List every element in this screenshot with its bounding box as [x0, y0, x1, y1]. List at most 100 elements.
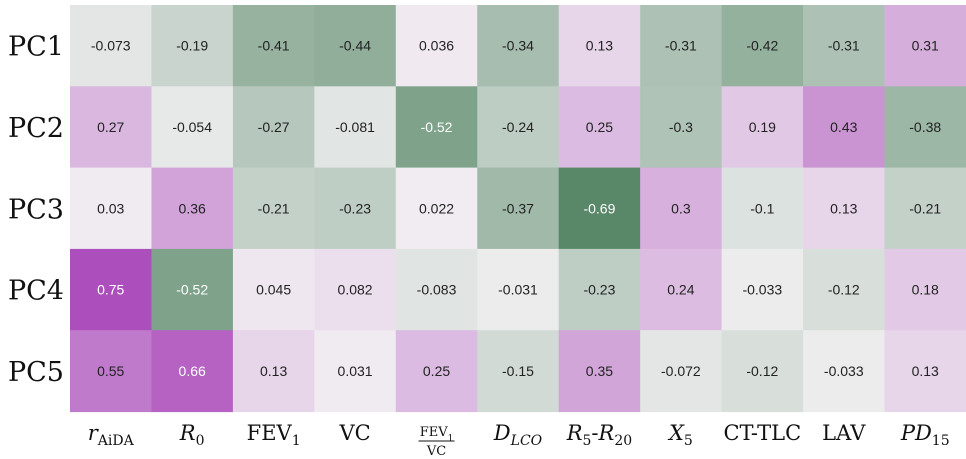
- heatmap-cell-pc5-dlco: [477, 330, 560, 413]
- heatmap-cell-pc3-vc: [314, 167, 397, 250]
- heatmap-cell-pc5-ct-tlc: [721, 330, 804, 413]
- row-labels: PC1 PC2 PC3 PC4 PC5: [8, 32, 64, 388]
- column-label-raida: rAiDA: [88, 421, 135, 449]
- column-label-dlco: DLCO: [493, 421, 543, 449]
- heatmap-cell-pc5-fev1-vc: [395, 330, 478, 413]
- cell-value-label: 0.24: [667, 282, 694, 298]
- cell-value-label: 0.082: [338, 282, 373, 298]
- heatmap-cell-pc4-lav: [803, 248, 886, 331]
- cell-value-label: 0.13: [586, 38, 613, 54]
- heatmap-cell-pc4-fev1: [232, 248, 315, 331]
- cell-value-label: 0.36: [179, 200, 206, 216]
- cell-value-label: -0.52: [421, 119, 453, 135]
- heatmap-cell-pc5-lav: [803, 330, 886, 413]
- heatmap-cell-pc4-fev1-vc: [395, 248, 478, 331]
- cell-value-label: 0.03: [97, 200, 124, 216]
- cell-value-label: -0.072: [661, 363, 701, 379]
- cell-value-label: -0.69: [583, 200, 615, 216]
- column-label-ct-tlc: CT-TLC: [723, 421, 801, 445]
- heatmap-cell-pc1-dlco: [477, 5, 560, 87]
- heatmap-cell-pc5-x5: [640, 330, 723, 413]
- cell-value-label: 0.25: [586, 119, 613, 135]
- cell-value-label: -0.19: [176, 38, 208, 54]
- cell-value-label: -0.52: [176, 282, 208, 298]
- column-label-vc: VC: [338, 421, 370, 445]
- heatmap-cell-pc1-r5-r20: [558, 5, 641, 87]
- row-label-pc2: PC2: [8, 113, 64, 144]
- cell-value-label: 0.43: [830, 119, 857, 135]
- heatmap-cell-pc5-fev1: [232, 330, 315, 413]
- cell-value-label: 0.75: [97, 282, 124, 298]
- heatmap-cell-pc2-lav: [803, 86, 886, 169]
- column-label-pd15: PD15: [900, 421, 950, 449]
- cell-value-label: 0.25: [423, 363, 450, 379]
- heatmap-cell-pc3-fev1: [232, 167, 315, 250]
- heatmap-cell-pc5-pd15: [884, 330, 966, 413]
- cell-value-label: -0.31: [828, 38, 860, 54]
- cell-value-label: 0.18: [912, 282, 939, 298]
- cell-value-label: -0.033: [742, 282, 782, 298]
- heatmap-cell-pc1-pd15: [884, 5, 966, 87]
- heatmap-cell-pc4-dlco: [477, 248, 560, 331]
- column-label-fev1: FEV1: [247, 421, 301, 449]
- cell-value-label: 0.66: [179, 363, 206, 379]
- column-label-lav: LAV: [822, 421, 866, 445]
- cell-value-label: -0.031: [498, 282, 538, 298]
- cell-value-label: -0.081: [335, 119, 375, 135]
- heatmap-cell-pc2-fev1: [232, 86, 315, 169]
- cell-value-label: 0.045: [256, 282, 291, 298]
- heatmap-cell-pc4-vc: [314, 248, 397, 331]
- heatmap-cell-pc4-x5: [640, 248, 723, 331]
- heatmap-cell-pc1-r0: [151, 5, 234, 87]
- cell-value-label: 0.31: [912, 38, 939, 54]
- heatmap-cell-pc2-x5: [640, 86, 723, 169]
- cell-value-label: -0.033: [824, 363, 864, 379]
- row-label-pc4: PC4: [8, 276, 64, 307]
- cell-value-label: -0.12: [746, 363, 778, 379]
- cell-value-label: -0.21: [258, 200, 290, 216]
- heatmap-cell-pc4-raida: [70, 248, 153, 331]
- cell-value-label: -0.083: [417, 282, 457, 298]
- cell-value-label: 0.13: [912, 363, 939, 379]
- heatmap-cell-pc1-vc: [314, 5, 397, 87]
- heatmap-cell-pc3-x5: [640, 167, 723, 250]
- column-label-numerator: FEV1: [420, 425, 454, 444]
- cell-value-label: 0.036: [419, 38, 454, 54]
- cell-value-label: 0.19: [749, 119, 776, 135]
- heatmap-cell-pc3-fev1-vc: [395, 167, 478, 250]
- row-label-pc1: PC1: [8, 32, 64, 63]
- heatmap-cell-pc1-raida: [70, 5, 153, 87]
- cell-value-label: -0.44: [339, 38, 371, 54]
- cell-value-label: 0.3: [671, 200, 691, 216]
- heatmap-cell-pc3-r0: [151, 167, 234, 250]
- cell-value-label: 0.031: [338, 363, 373, 379]
- heatmap-cell-pc2-ct-tlc: [721, 86, 804, 169]
- cell-value-label: -0.24: [502, 119, 534, 135]
- heatmap-cell-pc1-fev1-vc: [395, 5, 478, 87]
- heatmap-cell-pc4-r5-r20: [558, 248, 641, 331]
- cell-value-label: 0.35: [586, 363, 613, 379]
- cell-value-label: -0.37: [502, 200, 534, 216]
- cell-value-label: -0.34: [502, 38, 534, 54]
- cell-value-label: 0.13: [260, 363, 287, 379]
- heatmap-cell-pc3-pd15: [884, 167, 966, 250]
- cell-value-label: 0.27: [97, 119, 124, 135]
- heatmap-cell-pc2-raida: [70, 86, 153, 169]
- column-label-x5: X5: [667, 421, 693, 449]
- heatmap-cell-pc2-vc: [314, 86, 397, 169]
- heatmap-cell-pc1-ct-tlc: [721, 5, 804, 87]
- column-label-r0: R0: [179, 421, 205, 449]
- heatmap-cell-pc3-lav: [803, 167, 886, 250]
- heatmap-cell-pc3-raida: [70, 167, 153, 250]
- cell-value-label: 0.022: [419, 200, 454, 216]
- column-label-r5-r20: R5-R20: [566, 421, 632, 449]
- heatmap-cell-pc3-ct-tlc: [721, 167, 804, 250]
- cell-value-label: -0.23: [339, 200, 371, 216]
- heatmap-cell-pc5-r5-r20: [558, 330, 641, 413]
- heatmap-cell-pc3-dlco: [477, 167, 560, 250]
- heatmap-cell-pc2-fev1-vc: [395, 86, 478, 169]
- heatmap-cell-pc4-r0: [151, 248, 234, 331]
